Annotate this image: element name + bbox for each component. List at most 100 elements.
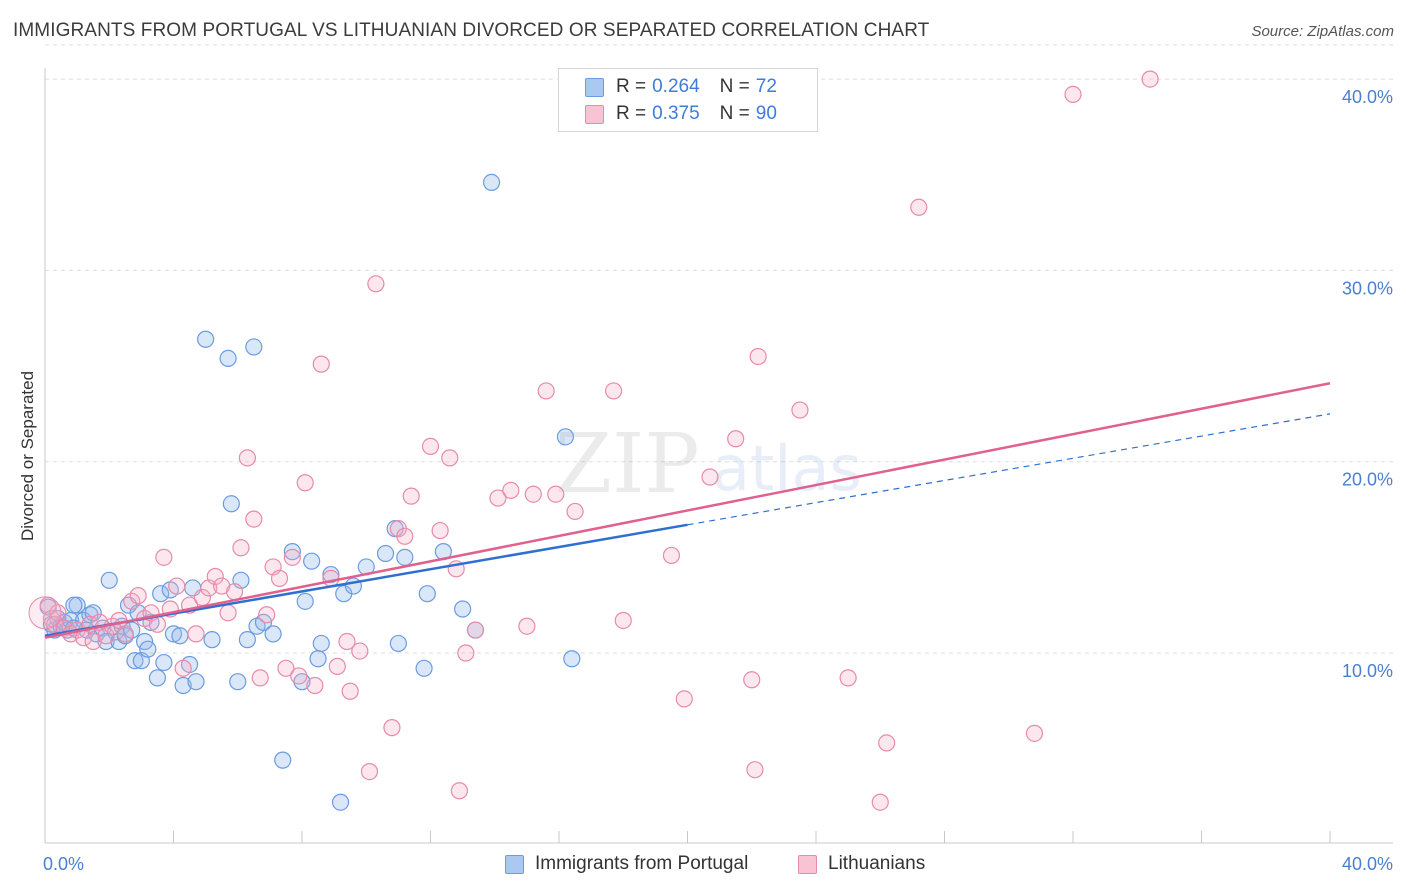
bottom-legend-lithuanians[interactable]: Lithuanians (798, 852, 925, 876)
point-lithuanians (1025, 724, 1044, 742)
point-portugal (309, 650, 327, 668)
point-lithuanians (524, 485, 542, 503)
point-portugal (274, 751, 292, 769)
point-lithuanians (605, 382, 623, 400)
point-portugal (303, 552, 321, 570)
point-lithuanians (360, 763, 379, 781)
point-lithuanians (749, 347, 767, 366)
point-portugal (563, 650, 581, 668)
point-lithuanians (174, 659, 192, 677)
point-lithuanians (566, 502, 584, 521)
point-lithuanians (450, 782, 469, 800)
point-lithuanians (1141, 70, 1159, 88)
watermark: ZIP atlas (555, 417, 862, 512)
point-lithuanians (791, 401, 809, 419)
point-lithuanians (238, 449, 256, 467)
watermark-zip: ZIP (555, 417, 700, 512)
point-lithuanians (206, 567, 224, 586)
point-lithuanians (878, 734, 896, 752)
point-lithuanians (431, 521, 449, 540)
point-portugal (152, 585, 170, 603)
legend-r-value: 0.264 (652, 76, 700, 97)
point-portugal (322, 565, 340, 584)
point-lithuanians (746, 761, 764, 779)
y-axis-title: Divorced or Separated (18, 371, 37, 541)
point-lithuanians (283, 548, 301, 566)
point-lithuanians (123, 592, 141, 610)
point-lithuanians (367, 275, 385, 293)
point-lithuanians (614, 611, 632, 630)
point-portugal (229, 673, 247, 691)
point-lithuanians (701, 468, 719, 486)
legend-r-label: R = (616, 103, 647, 124)
point-lithuanians (537, 382, 555, 400)
point-portugal (164, 625, 183, 643)
point-lithuanians (910, 198, 928, 216)
legend-n-value: 72 (755, 76, 777, 97)
point-lithuanians (396, 527, 414, 545)
legend-r-label: R = (616, 76, 647, 97)
point-lithuanians (251, 669, 269, 687)
point-lithuanians (277, 659, 295, 677)
point-portugal (396, 548, 414, 566)
point-lithuanians (351, 642, 369, 660)
point-lithuanians (155, 548, 173, 566)
point-lithuanians (441, 449, 459, 467)
bottom-legend-portugal[interactable]: Immigrants from Portugal (505, 852, 748, 876)
point-lithuanians (296, 474, 314, 492)
point-lithuanians (466, 621, 485, 639)
point-portugal (238, 631, 256, 649)
point-lithuanians (187, 625, 205, 643)
point-lithuanians (871, 793, 889, 811)
point-lithuanians (306, 676, 324, 695)
point-lithuanians (270, 569, 289, 587)
watermark-atlas: atlas (712, 432, 862, 505)
point-lithuanians (547, 485, 565, 503)
point-lithuanians (457, 644, 475, 662)
x-tick-label: 0.0% (43, 854, 84, 874)
y-tick-label: 20.0% (1342, 470, 1393, 490)
point-lithuanians (225, 583, 244, 601)
point-lithuanians (839, 669, 857, 687)
point-lithuanians (1064, 85, 1082, 104)
axes (44, 68, 1393, 844)
stats-legend: R = 0.264 N = 72 R = 0.375 N = 90 (558, 68, 818, 132)
point-portugal (482, 173, 501, 192)
point-portugal (296, 592, 314, 610)
legend-swatch-portugal (585, 77, 604, 97)
trend-extension-portugal (687, 413, 1331, 526)
point-portugal (187, 673, 205, 691)
point-portugal (331, 793, 350, 811)
point-portugal (171, 627, 189, 645)
legend-r-value: 0.375 (652, 103, 700, 124)
x-tick-label: 40.0% (1342, 854, 1393, 874)
point-lithuanians (421, 437, 440, 455)
point-portugal (203, 631, 221, 649)
point-portugal (454, 600, 472, 618)
chart-title: IMMIGRANTS FROM PORTUGAL VS LITHUANIAN D… (13, 20, 930, 41)
source-credit: Source: ZipAtlas.com (1251, 23, 1394, 40)
legend-n-label: N = (719, 76, 750, 97)
y-tick-label: 10.0% (1342, 661, 1393, 681)
point-lithuanians (129, 587, 147, 605)
point-lithuanians (727, 430, 745, 448)
legend-swatch-lithuanians (585, 104, 604, 124)
legend-row-portugal: R = 0.264 N = 72 (585, 75, 777, 99)
point-lithuanians (97, 627, 115, 645)
trend-lines (44, 382, 1331, 639)
point-lithuanians (49, 604, 67, 622)
legend-n-label: N = (719, 103, 750, 124)
point-lithuanians (322, 569, 340, 587)
point-lithuanians (290, 667, 308, 685)
point-lithuanians (219, 604, 237, 622)
point-lithuanians (383, 719, 401, 737)
data-points (28, 70, 1159, 811)
point-portugal (126, 652, 144, 670)
point-lithuanians (245, 510, 263, 528)
point-portugal (264, 625, 282, 643)
point-portugal (100, 571, 118, 589)
point-lithuanians (232, 539, 250, 557)
point-portugal (245, 338, 263, 356)
y-tick-label: 30.0% (1342, 278, 1393, 298)
